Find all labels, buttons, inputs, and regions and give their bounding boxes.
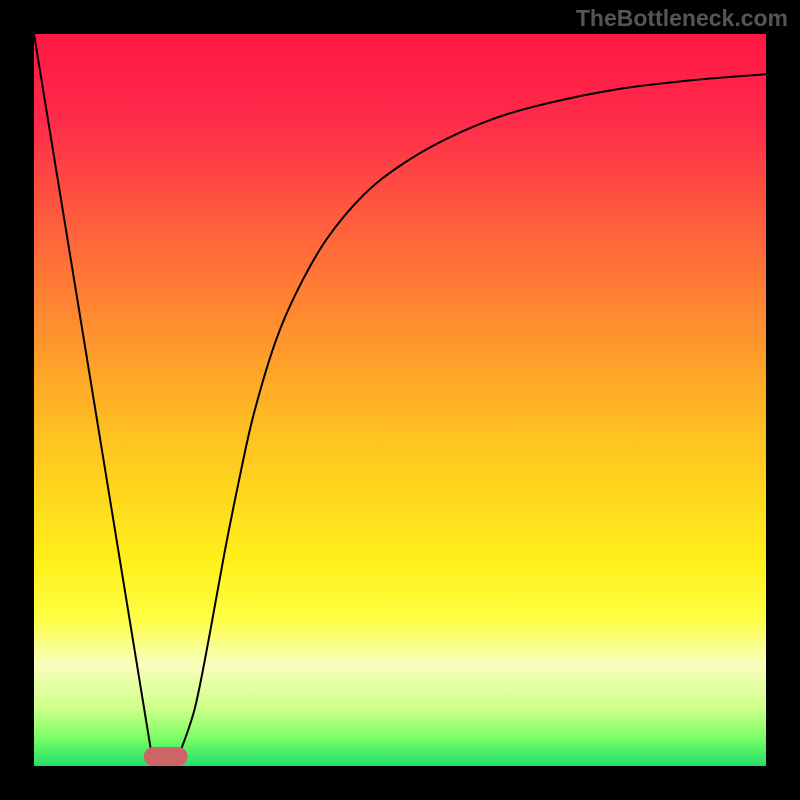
attribution-label: TheBottleneck.com [576, 5, 788, 32]
chart-plot-area [34, 34, 766, 766]
bottleneck-chart: TheBottleneck.com [0, 0, 800, 800]
optimal-marker [144, 747, 188, 766]
chart-svg [0, 0, 800, 800]
